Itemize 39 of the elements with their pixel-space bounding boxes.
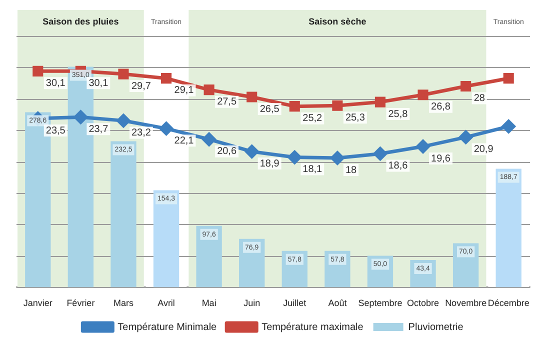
x-tick-label: Février [66, 298, 95, 308]
data-label: 18,9 [260, 158, 280, 170]
data-label: 22,1 [174, 135, 194, 146]
data-label: 27,5 [217, 96, 237, 108]
legend-label: Température maximale [262, 322, 364, 333]
x-tick-label: Juillet [283, 298, 307, 308]
legend-label: Pluviometrie [408, 322, 464, 333]
x-tick-label: Juin [244, 298, 260, 308]
x-tick-label: Octobre [407, 298, 440, 308]
x-tick-label: Septembre [358, 298, 402, 308]
data-label: 30,1 [88, 78, 109, 89]
data-label: 29,1 [174, 85, 194, 96]
data-label: 19,6 [431, 153, 451, 164]
data-label: 25,2 [302, 113, 323, 124]
data-label: 28 [474, 92, 486, 104]
data-label: 18,1 [302, 164, 323, 176]
data-label: 23,7 [88, 124, 109, 135]
x-tick-label: Janvier [23, 298, 52, 308]
band-label: Saison des pluies [42, 16, 119, 26]
x-tick-label: Novembre [445, 298, 487, 308]
x-tick-label: Août [328, 298, 348, 308]
x-tick-label: Décembre [488, 298, 530, 308]
x-tick-label: Avril [158, 298, 175, 308]
band-label: Saison sèche [308, 16, 366, 26]
data-label: 29,7 [131, 80, 152, 92]
data-label: 25,3 [345, 112, 366, 124]
data-label: 18 [345, 164, 357, 176]
data-label: 30,1 [46, 78, 66, 89]
x-tick-label: Mars [113, 298, 134, 308]
data-label: 26,5 [260, 104, 280, 115]
data-label: 26,8 [431, 102, 451, 113]
data-label: 20,6 [217, 146, 237, 158]
data-label: 20,9 [474, 144, 494, 155]
data-label: 18,6 [388, 160, 408, 172]
data-label: 25,8 [388, 108, 408, 120]
legend-label: Température Minimale [118, 322, 218, 333]
data-label: 23,5 [46, 125, 66, 136]
data-label: 23,2 [131, 127, 152, 138]
x-tick-label: Mai [202, 298, 216, 308]
